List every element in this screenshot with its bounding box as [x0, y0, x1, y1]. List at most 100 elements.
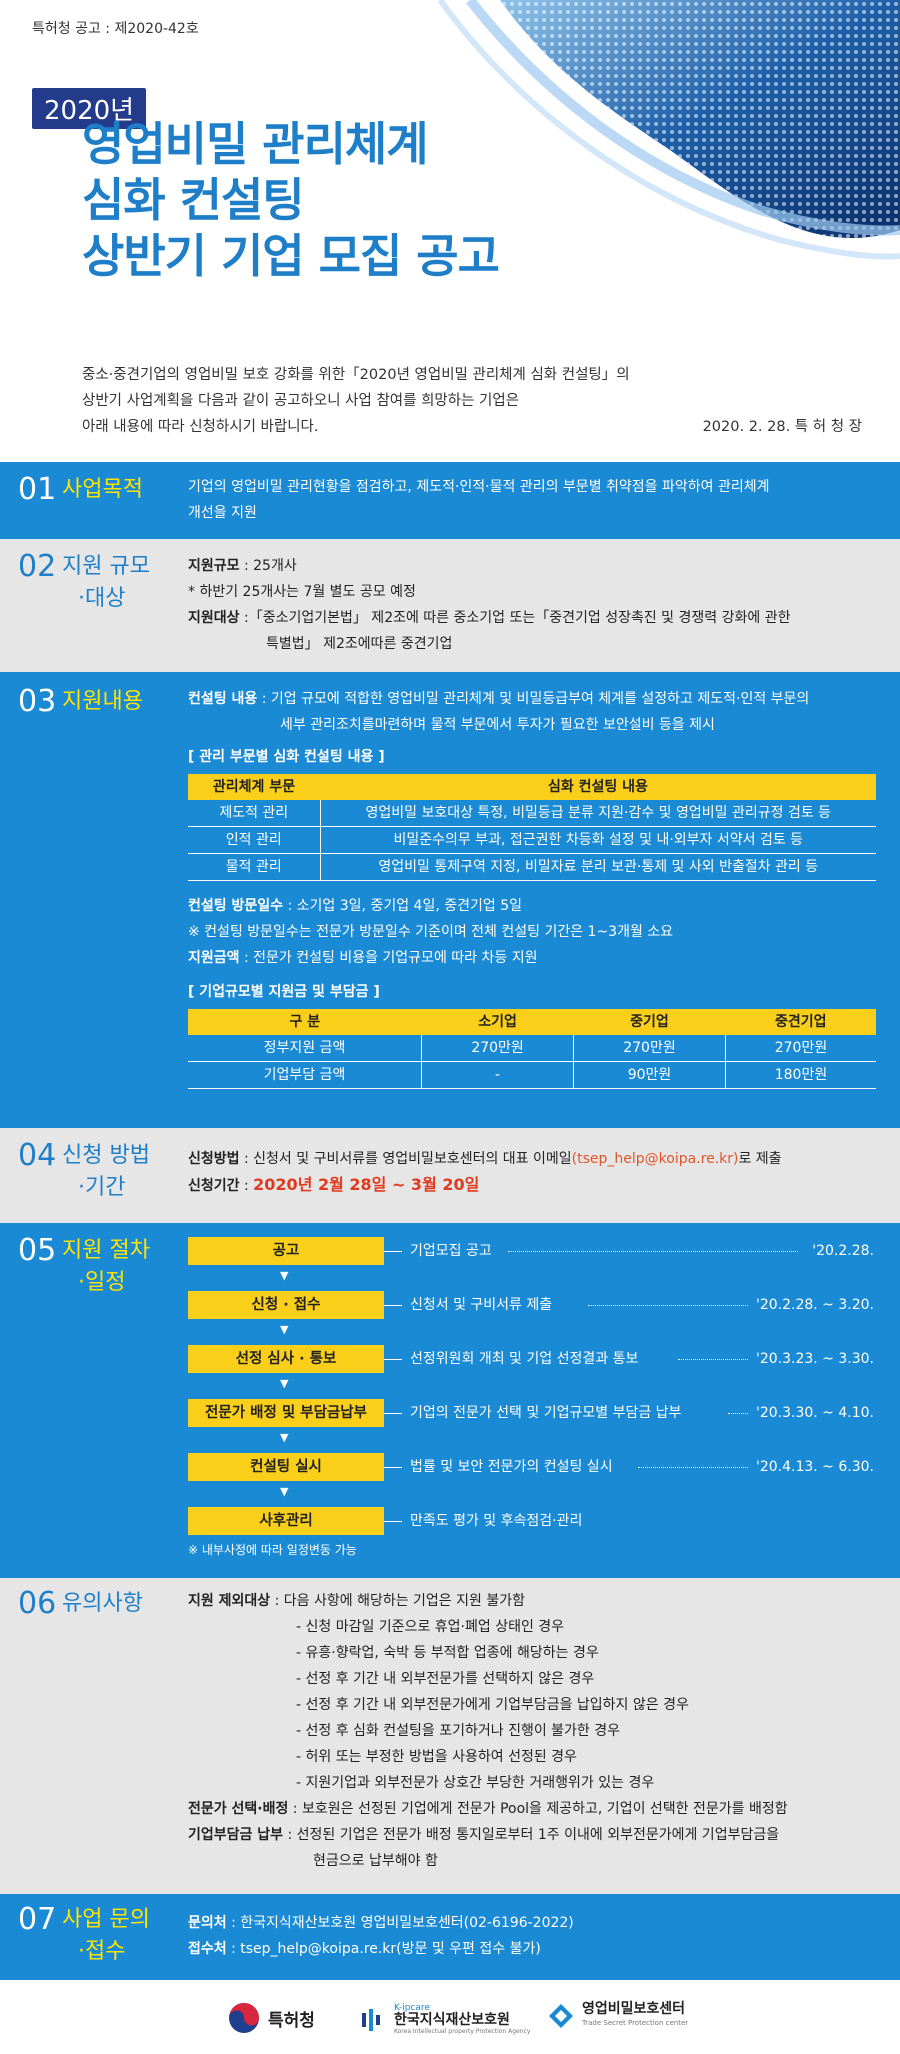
value: 현금으로 납부해야 함	[313, 1853, 438, 1869]
world-wave-graphic	[437, 0, 900, 260]
section-title: 지원내용	[62, 689, 143, 714]
step-date: '20.3.23. ~ 3.30.	[756, 1351, 874, 1367]
connector	[384, 1413, 402, 1414]
section-title: 사업목적	[62, 477, 143, 502]
table-cell: 270만원	[725, 1035, 876, 1062]
table-cell: 영업비밀 보호대상 특정, 비밀등급 분류 지원·감수 및 영업비밀 관리규정 …	[320, 800, 876, 827]
down-arrow-icon: ▼	[280, 1431, 289, 1444]
step-box: 사후관리	[188, 1507, 384, 1535]
section-notes: 06 유의사항 지원 제외대상 : 다음 사항에 해당하는 기업은 지원 불가함…	[0, 1578, 900, 1894]
notice-number: 특허청 공고 : 제2020-42호	[32, 21, 199, 37]
header-banner: 특허청 공고 : 제2020-42호 2020년 영업비밀 관리체계 심화 컨설…	[0, 0, 900, 462]
title-part: 지원 절차	[62, 1238, 150, 1263]
title-line: 영업비밀 관리체계	[82, 117, 429, 171]
label: 지원대상	[188, 610, 240, 626]
value: : 한국지식재산보호원 영업비밀보호센터(02-6196-2022)	[226, 1915, 574, 1931]
down-arrow-icon: ▼	[280, 1323, 289, 1336]
label: 지원금액	[188, 950, 240, 966]
list-item: - 신청 마감일 기준으로 휴업·폐업 상태인 경우	[296, 1619, 565, 1635]
down-arrow-icon: ▼	[280, 1269, 289, 1282]
label: 컨설팅 방문일수	[188, 898, 284, 914]
list-item: - 지원기업과 외부전문가 상호간 부당한 거래행위가 있는 경우	[296, 1775, 655, 1791]
body-line: 기업의 영업비밀 관리현황을 점검하고, 제도적·인적·물적 관리의 부문별 취…	[188, 479, 770, 495]
list-item: - 선정 후 기간 내 외부전문가에게 기업부담금을 납입하지 않은 경우	[296, 1697, 689, 1713]
title-part: ·접수	[78, 1939, 126, 1964]
signature: 2020. 2. 28. 특 허 청 장	[702, 419, 862, 435]
page-title: 영업비밀 관리체계 심화 컨설팅 상반기 기업 모집 공고	[82, 116, 500, 284]
leader-dots	[678, 1359, 748, 1360]
value: : 소기업 3일, 중기업 4일, 중견기업 5일	[283, 898, 522, 914]
list-item: - 선정 후 심화 컨설팅을 포기하거나 진행이 불가한 경우	[296, 1723, 621, 1739]
step-date: '20.2.28. ~ 3.20.	[756, 1297, 874, 1313]
step-desc: 만족도 평가 및 후속점검·관리	[410, 1513, 583, 1529]
title-part: ·일정	[78, 1270, 126, 1295]
table-header: 중견기업	[725, 1009, 876, 1035]
body-line: 개선을 지원	[188, 505, 257, 521]
value: : 25개사	[239, 558, 297, 574]
value: : 전문가 컨설팅 비용을 기업규모에 따라 차등 지원	[239, 950, 538, 966]
section-title: 신청 방법 ·기간	[62, 1140, 192, 1204]
leader-dots	[588, 1305, 748, 1306]
intro-line: 상반기 사업계획을 다음과 같이 공고하오니 사업 참여를 희망하는 기업은	[82, 393, 520, 409]
list-item: - 유흥·향락업, 숙박 등 부적합 업종에 해당하는 경우	[296, 1645, 599, 1661]
value: : 보호원은 선정된 기업에게 전문가 Pool을 제공하고, 기업이 선택한 …	[288, 1801, 788, 1817]
section-number: 06	[18, 1586, 57, 1621]
koipa-mark-icon	[362, 2009, 380, 2031]
table-row: 기업부담 금액 - 90만원 180만원	[188, 1061, 876, 1089]
table-header: 소기업	[421, 1009, 574, 1035]
title-part: 지원 규모	[62, 554, 150, 579]
table-cell: 270만원	[573, 1035, 726, 1062]
step-box: 공고	[188, 1237, 384, 1265]
table-heading: [ 기업규모별 지원금 및 부담금 ]	[188, 984, 380, 1000]
step-date: '20.3.30. ~ 4.10.	[756, 1405, 874, 1421]
step-date: '20.2.28.	[812, 1243, 874, 1259]
step-desc: 신청서 및 구비서류 제출	[410, 1297, 553, 1313]
table-header: 구 분	[188, 1009, 422, 1035]
title-part: 사업 문의	[62, 1907, 150, 1932]
step-desc: 기업모집 공고	[410, 1243, 492, 1259]
table-header: 중기업	[573, 1009, 726, 1035]
step-desc: 법률 및 보안 전문가의 컨설팅 실시	[410, 1459, 613, 1475]
management-table: 관리체계 부문 심화 컨설팅 내용 제도적 관리 영업비밀 보호대상 특정, 비밀…	[188, 774, 876, 881]
table-row: 정부지원 금액 270만원 270만원 270만원	[188, 1035, 876, 1062]
section-title: 지원 규모 ·대상	[62, 551, 192, 615]
value: 세부 관리조치를마련하며 물적 부문에서 투자가 필요한 보안설비 등을 제시	[280, 717, 715, 733]
table-cell: 제도적 관리	[188, 800, 321, 827]
section-body: 문의처 : 한국지식재산보호원 영업비밀보호센터(02-6196-2022) 접…	[188, 1910, 878, 1962]
list-item: - 허위 또는 부정한 방법을 사용하여 선정된 경우	[296, 1749, 577, 1765]
table-cell: 정부지원 금액	[188, 1035, 423, 1062]
connector	[384, 1305, 402, 1306]
section-number: 02	[18, 549, 57, 584]
connector	[384, 1521, 402, 1522]
logo-text: 한국지식재산보호원	[394, 2012, 510, 2028]
leader-dots	[728, 1413, 748, 1414]
table-cell: 물적 관리	[188, 853, 321, 881]
connector	[384, 1359, 402, 1360]
intro-text: 중소·중견기업의 영업비밀 보호 강화를 위한「2020년 영업비밀 관리체계 …	[82, 362, 862, 440]
email-link[interactable]: (tsep_help@koipa.re.kr)	[571, 1151, 739, 1167]
list-item: - 선정 후 기간 내 외부전문가를 선택하지 않은 경우	[296, 1671, 595, 1687]
section-body: 지원 제외대상 : 다음 사항에 해당하는 기업은 지원 불가함 - 신청 마감…	[188, 1588, 878, 1874]
section-title: 사업 문의 ·접수	[62, 1904, 192, 1968]
email-link[interactable]: : tsep_help@koipa.re.kr(방문 및 우편 접수 불가)	[226, 1941, 541, 1957]
table-row: 물적 관리 영업비밀 통제구역 지정, 비밀자료 분리 보관·통제 및 사외 반출…	[188, 853, 876, 881]
section-application: 04 신청 방법 ·기간 신청방법 : 신청서 및 구비서류를 영업비밀보호센터…	[0, 1128, 900, 1223]
section-number: 03	[18, 684, 57, 719]
section-support-content: 03 지원내용 컨설팅 내용 : 기업 규모에 적합한 영업비밀 관리체계 및 …	[0, 672, 900, 1128]
section-body: 컨설팅 내용 : 기업 규모에 적합한 영업비밀 관리체계 및 비밀등급부여 체…	[188, 686, 878, 1089]
value: : 기업 규모에 적합한 영업비밀 관리체계 및 비밀등급부여 체계를 설정하고…	[257, 691, 810, 707]
section-procedure: 05 지원 절차 ·일정 공고 기업모집 공고 '20.2.28. ▼ 신청 ·…	[0, 1223, 900, 1578]
connector	[384, 1251, 402, 1252]
trade-secret-center-logo: 영업비밀보호센터 Trade Secret Protection center	[548, 2002, 688, 2030]
label: 지원규모	[188, 558, 240, 574]
step-date: '20.4.13. ~ 6.30.	[756, 1459, 874, 1475]
value: : 다음 사항에 해당하는 기업은 지원 불가함	[270, 1593, 525, 1609]
section-body: 지원규모 : 25개사 * 하반기 25개사는 7월 별도 공모 예정 지원대상…	[188, 553, 878, 657]
intro-line: 아래 내용에 따라 신청하시기 바랍니다.	[82, 419, 319, 435]
table-header: 관리체계 부문	[188, 774, 320, 800]
logo-text: 특허청	[268, 2010, 315, 2031]
label: 신청방법	[188, 1151, 240, 1167]
section-purpose: 01 사업목적 기업의 영업비밀 관리현황을 점검하고, 제도적·인적·물적 관…	[0, 462, 900, 539]
label: 기업부담금 납부	[188, 1827, 284, 1843]
down-arrow-icon: ▼	[280, 1485, 289, 1498]
